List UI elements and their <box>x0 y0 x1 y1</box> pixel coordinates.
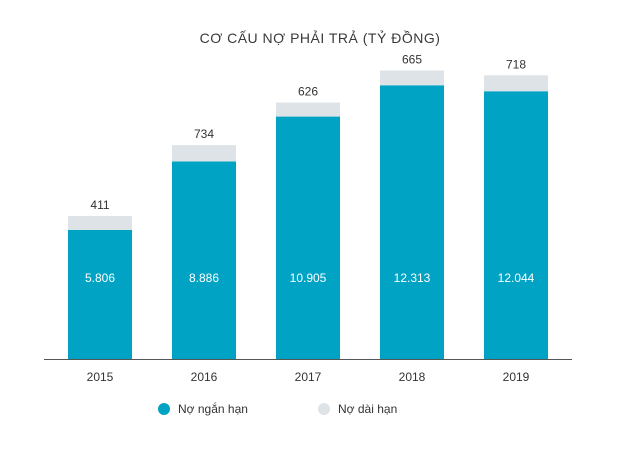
data-label-short-term-2018: 12.313 <box>394 271 431 285</box>
x-tick-label-2017: 2017 <box>295 370 322 384</box>
legend-item-long-term: Nợ dài hạn <box>318 402 397 416</box>
data-label-short-term-2016: 8.886 <box>189 271 219 285</box>
chart-title: CƠ CẤU NỢ PHẢI TRẢ (TỶ ĐỒNG) <box>199 30 441 46</box>
bar-long-term-2019 <box>484 75 548 92</box>
bar-long-term-2015 <box>68 215 132 230</box>
bar-short-term-2018 <box>380 85 444 360</box>
x-tick-label-2015: 2015 <box>87 370 114 384</box>
legend-label-short-term: Nợ ngắn hạn <box>178 402 248 416</box>
data-label-long-term-2019: 718 <box>506 57 526 71</box>
bar-long-term-2017 <box>276 102 340 117</box>
data-label-long-term-2018: 665 <box>402 52 422 66</box>
bar-short-term-2015 <box>68 229 132 359</box>
x-tick-label-2016: 2016 <box>191 370 218 384</box>
legend-swatch-short-term <box>158 403 170 415</box>
legend-swatch-long-term <box>318 403 330 415</box>
bar-short-term-2019 <box>484 91 548 359</box>
data-label-long-term-2015: 411 <box>90 198 109 212</box>
data-label-short-term-2019: 12.044 <box>498 271 535 285</box>
x-tick-label-2019: 2019 <box>503 370 530 384</box>
data-label-long-term-2017: 626 <box>298 85 318 99</box>
data-label-short-term-2017: 10.905 <box>290 271 327 285</box>
data-label-short-term-2015: 5.806 <box>85 271 115 285</box>
x-tick-label-2018: 2018 <box>399 370 426 384</box>
data-label-long-term-2016: 734 <box>194 127 214 141</box>
bar-short-term-2016 <box>172 161 236 359</box>
bar-short-term-2017 <box>276 116 340 360</box>
legend-label-long-term: Nợ dài hạn <box>338 402 398 416</box>
legend-item-short-term: Nợ ngắn hạn <box>158 402 248 416</box>
bar-long-term-2016 <box>172 145 236 162</box>
bar-long-term-2018 <box>380 70 444 86</box>
